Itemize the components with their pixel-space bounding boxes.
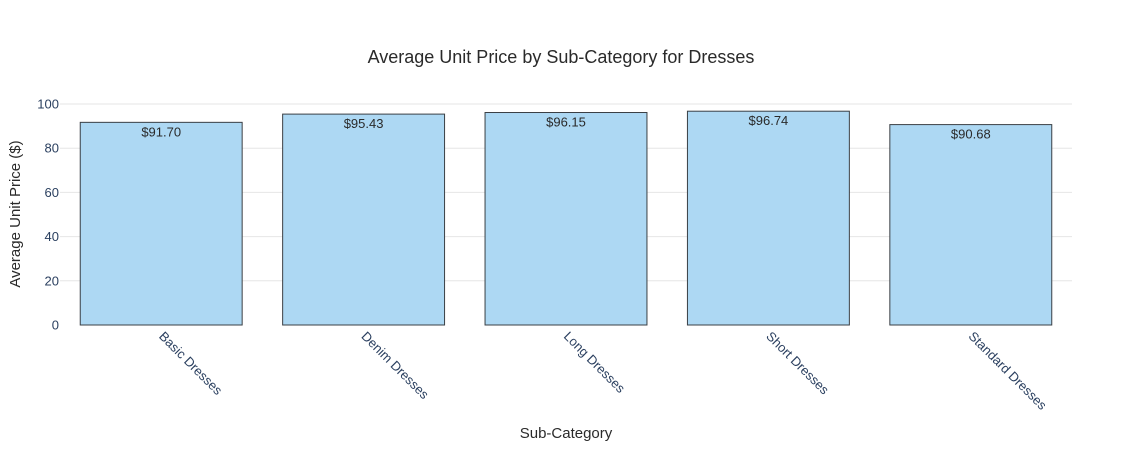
- bars: [79, 110, 1053, 326]
- bar-standard-dresses[interactable]: [889, 124, 1053, 326]
- x-axis-ticks: Basic Dresses Denim Dresses Long Dresses Sh…: [156, 329, 1050, 414]
- bar-denim-dresses[interactable]: [282, 113, 446, 326]
- y-tick-label: 40: [45, 229, 59, 244]
- y-tick-label: 100: [37, 97, 59, 112]
- y-tick-label: 20: [45, 273, 59, 288]
- x-tick-label: Short Dresses: [763, 329, 832, 398]
- x-tick-label: Long Dresses: [561, 329, 629, 397]
- bar-basic-dresses[interactable]: [79, 121, 243, 326]
- x-tick-label: Denim Dresses: [358, 329, 432, 403]
- bar-long-dresses[interactable]: [484, 112, 648, 326]
- data-label: $96.15: [546, 115, 586, 130]
- data-label: $96.74: [749, 113, 789, 128]
- y-axis-title: Average Unit Price ($): [7, 140, 24, 287]
- data-label: $91.70: [141, 124, 181, 139]
- y-tick-label: 0: [52, 318, 59, 333]
- x-axis-title: Sub-Category: [520, 425, 613, 442]
- y-axis-ticks: 0 20 40 60 80 100: [37, 97, 59, 333]
- x-tick-label: Basic Dresses: [156, 329, 226, 399]
- chart-title: Average Unit Price by Sub-Category for D…: [368, 47, 755, 67]
- data-label: $90.68: [951, 127, 991, 142]
- x-tick-label: Standard Dresses: [966, 329, 1051, 414]
- data-label: $95.43: [344, 116, 384, 131]
- y-tick-label: 80: [45, 141, 59, 156]
- y-tick-label: 60: [45, 185, 59, 200]
- bar-short-dresses[interactable]: [686, 110, 850, 326]
- data-labels: $91.70 $95.43 $96.15 $96.74 $90.68: [141, 113, 990, 141]
